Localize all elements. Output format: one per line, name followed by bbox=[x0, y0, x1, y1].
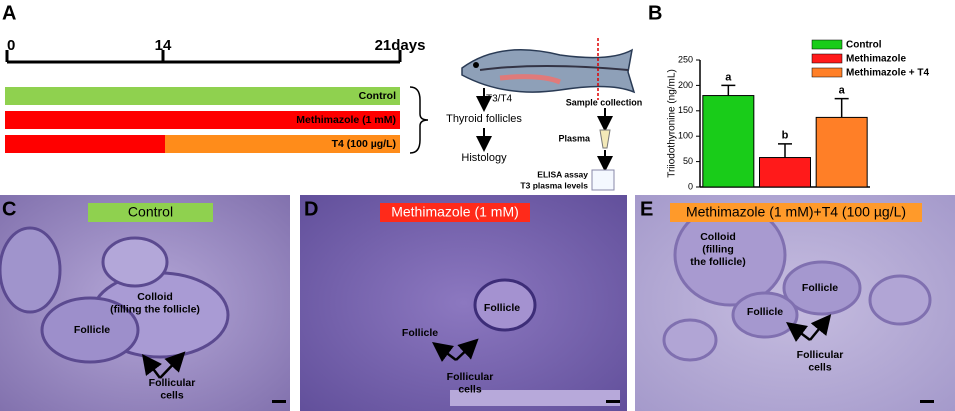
micrograph-annotation: Colloid bbox=[137, 291, 173, 303]
y-axis-label: Triiodothyronine (ng/mL) bbox=[667, 69, 678, 178]
y-tick-label: 250 bbox=[678, 54, 693, 64]
error-bar bbox=[834, 97, 849, 118]
workflow-label: Plasma bbox=[558, 133, 591, 143]
panel-label: E bbox=[640, 198, 653, 220]
error-bar bbox=[778, 143, 792, 158]
workflow-label: T3 plasma levels bbox=[520, 180, 588, 190]
micrograph-annotation: Colloid bbox=[700, 231, 736, 243]
legend-swatch bbox=[811, 53, 843, 64]
workflow-label: ELISA assay bbox=[537, 169, 588, 179]
micrograph-title-box bbox=[380, 203, 530, 222]
micrograph-title-box bbox=[670, 203, 922, 222]
micrograph-title: Methimazole (1 mM)+T4 (100 µg/L) bbox=[686, 204, 906, 220]
micrograph-annotation: Follicular bbox=[447, 371, 494, 383]
group-label: Methimazole (1 mM) bbox=[296, 114, 396, 126]
timeline-graphics bbox=[5, 50, 429, 154]
significance-letter: a bbox=[725, 71, 732, 83]
workflow-label: T3/T4 bbox=[486, 94, 513, 105]
significance-letter: a bbox=[839, 85, 846, 97]
micrograph-annotation: Follicular bbox=[149, 377, 196, 389]
micrograph-annotation: cells bbox=[160, 389, 184, 401]
micrograph-annotation: Follicle bbox=[747, 306, 783, 318]
legend-label: Methimazole bbox=[846, 54, 906, 65]
y-tick-label: 200 bbox=[678, 80, 693, 90]
y-tick-label: 150 bbox=[678, 105, 693, 115]
bar bbox=[759, 157, 811, 188]
workflow-label: Sample collection bbox=[566, 97, 643, 107]
y-tick-label: 0 bbox=[688, 181, 693, 191]
micrograph-title: Methimazole (1 mM) bbox=[391, 204, 519, 220]
micrograph-annotation: cells bbox=[808, 361, 832, 373]
legend-label: Control bbox=[846, 40, 882, 51]
micrograph-annotation: Follicle bbox=[402, 327, 438, 339]
micrograph-annotation: Follicle bbox=[484, 302, 520, 314]
bar bbox=[702, 95, 755, 188]
timeline-tick: 21days bbox=[375, 37, 426, 54]
group-label: T4 (100 µg/L) bbox=[332, 138, 396, 150]
panel-label: D bbox=[304, 198, 318, 220]
significance-letter: b bbox=[782, 130, 789, 142]
legend-swatch bbox=[811, 67, 843, 78]
panel-label: A bbox=[2, 2, 16, 24]
micrograph-annotation: cells bbox=[458, 383, 482, 395]
group-label: Control bbox=[359, 90, 396, 102]
timeline-tick: 0 bbox=[7, 37, 15, 54]
micrograph-title: Control bbox=[128, 204, 173, 220]
micrograph-annotation: (filling bbox=[702, 243, 734, 255]
micrograph-title-box bbox=[88, 203, 213, 222]
workflow-graphics bbox=[461, 38, 636, 191]
timeline-tick: 14 bbox=[155, 37, 172, 54]
pointer-arrows bbox=[142, 314, 832, 379]
y-tick-label: 50 bbox=[683, 156, 693, 166]
workflow-label: Thyroid follicles bbox=[446, 113, 522, 125]
y-tick-label: 100 bbox=[678, 131, 693, 141]
micrograph-annotation: (filling the follicle) bbox=[110, 303, 200, 315]
legend-label: Methimazole + T4 bbox=[846, 68, 930, 79]
micrograph-annotation: Follicular bbox=[797, 349, 844, 361]
micrograph-annotation: Follicle bbox=[802, 282, 838, 294]
micrograph-annotation: Follicle bbox=[74, 324, 110, 336]
legend-swatch bbox=[811, 39, 843, 50]
bar bbox=[815, 116, 868, 188]
error-bar bbox=[721, 84, 736, 96]
workflow-label: Histology bbox=[461, 152, 507, 164]
panel-label: C bbox=[2, 198, 16, 220]
micrograph-annotation: the follicle) bbox=[690, 256, 745, 268]
panel-label: B bbox=[648, 2, 662, 24]
